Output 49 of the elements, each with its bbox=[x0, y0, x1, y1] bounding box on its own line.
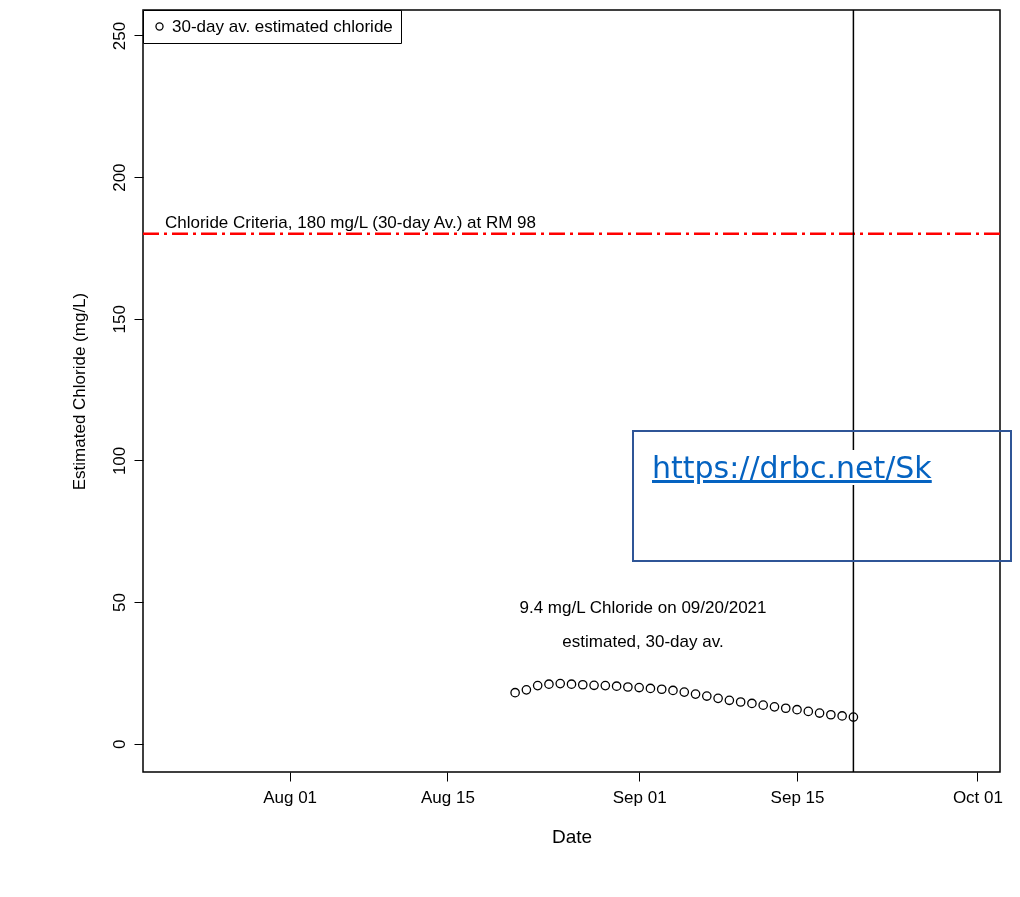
point bbox=[780, 703, 791, 714]
x-tick-label: Sep 01 bbox=[612, 787, 667, 807]
point bbox=[701, 691, 712, 701]
point bbox=[837, 711, 847, 721]
y-tick-label: 150 bbox=[109, 305, 129, 334]
y-tick-label: 250 bbox=[109, 21, 129, 51]
x-tick-label: Sep 15 bbox=[770, 787, 825, 807]
point bbox=[769, 702, 780, 712]
annotation: 9.4 mg/L Chloride on 09/20/2021 estimated, 30-day av. bbox=[519, 598, 767, 651]
y-tick-label: 100 bbox=[109, 446, 129, 476]
x-tick-label: Aug 01 bbox=[263, 787, 318, 807]
point bbox=[656, 684, 667, 695]
point bbox=[803, 706, 814, 717]
point bbox=[611, 681, 622, 691]
x-tick-label: Oct 01 bbox=[952, 787, 1003, 807]
point bbox=[713, 693, 723, 704]
point bbox=[645, 683, 656, 694]
point bbox=[600, 680, 611, 691]
point bbox=[814, 708, 825, 718]
y-tick-label: 200 bbox=[109, 163, 129, 192]
point bbox=[747, 698, 757, 709]
point bbox=[566, 679, 577, 690]
annotation: https://drbc.net/Sk bbox=[652, 450, 932, 485]
point bbox=[724, 695, 735, 706]
point bbox=[521, 685, 532, 695]
point bbox=[589, 680, 599, 691]
point bbox=[668, 685, 678, 696]
x-tick-label: Aug 15 bbox=[421, 787, 475, 807]
x-axis-title: Date bbox=[551, 825, 593, 847]
point bbox=[848, 712, 859, 722]
y-axis-title: Estimated Chloride (mg/L) bbox=[69, 292, 89, 491]
point bbox=[758, 700, 769, 710]
point bbox=[679, 687, 690, 697]
ref-line-label: Chloride Criteria, 180 mg/L (30-day Av.) at RM 98 bbox=[165, 212, 537, 232]
point bbox=[634, 682, 644, 693]
point bbox=[623, 682, 633, 692]
point bbox=[510, 687, 520, 698]
y-tick-label: 50 bbox=[109, 593, 129, 612]
point bbox=[544, 679, 554, 690]
point bbox=[532, 680, 543, 691]
point bbox=[826, 709, 836, 720]
point bbox=[555, 678, 566, 689]
point bbox=[735, 697, 746, 707]
point bbox=[792, 704, 802, 715]
y-tick-label: 0 bbox=[109, 739, 129, 749]
point bbox=[690, 689, 701, 699]
legend-label: 30-day av. estimated chloride bbox=[172, 16, 393, 36]
point bbox=[577, 679, 588, 690]
link-box: https://drbc.net/Sk bbox=[632, 430, 1012, 562]
